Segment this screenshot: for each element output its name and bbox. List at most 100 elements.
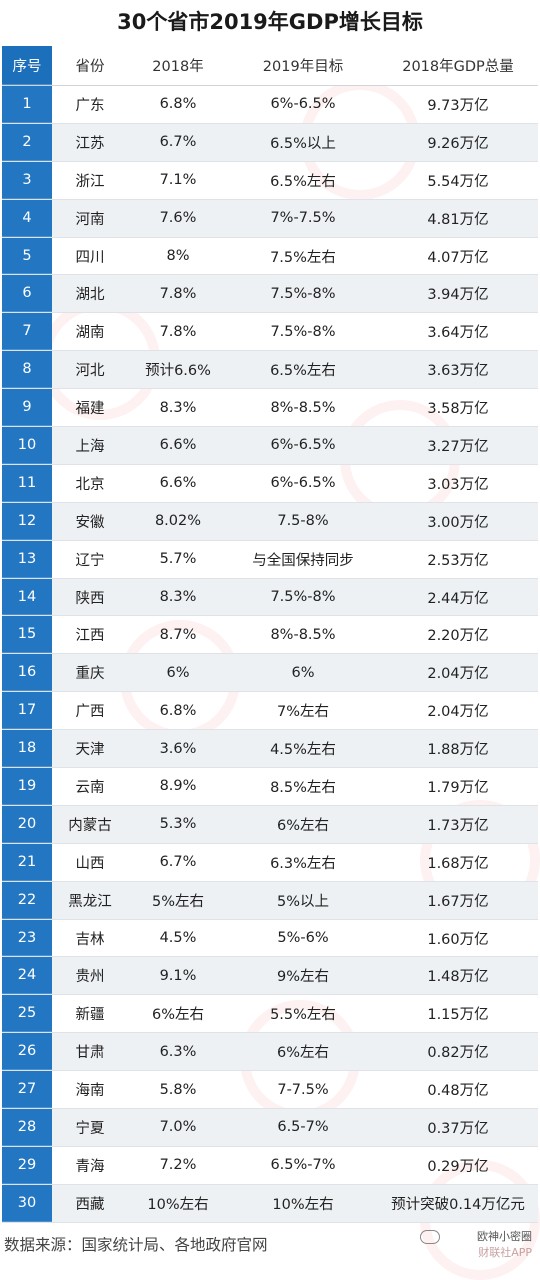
gdp-total-2018: 1.79万亿 — [427, 779, 489, 796]
province: 浙江 — [75, 173, 105, 190]
brand-badge: 欧神小密圈 财联社APP — [420, 1227, 532, 1261]
gdp-total-2018: 3.00万亿 — [427, 514, 489, 531]
province: 广西 — [75, 704, 105, 721]
province: 重庆 — [75, 666, 105, 683]
row-index: 14 — [2, 578, 52, 616]
gdp-total-2018: 1.60万亿 — [427, 931, 489, 948]
growth-2018: 7.2% — [159, 1157, 197, 1174]
growth-2018: 7.1% — [159, 172, 197, 189]
row-index: 29 — [2, 1146, 52, 1184]
province: 河北 — [75, 363, 105, 380]
gdp-total-2018: 3.27万亿 — [427, 438, 489, 455]
row-index: 23 — [2, 919, 52, 957]
province: 黑龙江 — [68, 893, 112, 910]
table-row: 3 浙江 7.1% 6.5%左右 5.54万亿 — [2, 161, 538, 200]
gdp-total-2018: 2.04万亿 — [427, 704, 489, 721]
growth-2018: 8% — [166, 248, 190, 264]
table-row: 24 贵州 9.1% 9%左右 1.48万亿 — [2, 957, 538, 996]
gdp-total-2018: 2.20万亿 — [427, 628, 489, 645]
gdp-total-2018: 1.88万亿 — [427, 742, 489, 759]
growth-2018: 6.8% — [159, 702, 197, 719]
target-2019: 8%-8.5% — [270, 399, 336, 416]
table-row: 10 上海 6.6% 6%-6.5% 3.27万亿 — [2, 427, 538, 465]
header-province: 省份 — [75, 59, 105, 75]
table-row: 29 青海 7.2% 6.5%-7% 0.29万亿 — [2, 1146, 538, 1185]
province: 西藏 — [75, 1196, 105, 1213]
target-2019: 6.5%左右 — [270, 363, 336, 380]
gdp-total-2018: 3.94万亿 — [427, 287, 489, 304]
province: 江西 — [75, 628, 105, 645]
target-2019: 6.5%左右 — [270, 173, 336, 190]
gdp-total-2018: 3.64万亿 — [427, 325, 489, 342]
gdp-total-2018: 1.67万亿 — [427, 893, 489, 910]
table-row: 2 江苏 6.7% 6.5%以上 9.26万亿 — [2, 123, 538, 162]
gdp-total-2018: 3.03万亿 — [427, 476, 489, 493]
province: 甘肃 — [75, 1045, 105, 1062]
row-index: 3 — [2, 161, 52, 199]
gdp-total-2018: 0.29万亿 — [427, 1158, 489, 1175]
table-header-row: 序号 省份 2018年 2019年目标 2018年GDP总量 — [2, 46, 538, 86]
gdp-total-2018: 9.73万亿 — [427, 97, 489, 114]
row-index: 12 — [2, 502, 52, 540]
province: 天津 — [75, 742, 105, 759]
growth-2018: 6.7% — [159, 134, 197, 151]
table-row: 4 河南 7.6% 7%-7.5% 4.81万亿 — [2, 199, 538, 238]
target-2019: 6%左右 — [276, 817, 329, 834]
gdp-total-2018: 0.37万亿 — [427, 1120, 489, 1137]
growth-2018: 8.9% — [159, 778, 197, 795]
target-2019: 6% — [291, 664, 315, 681]
target-2019: 6.5%-7% — [270, 1157, 336, 1174]
header-2019-target: 2019年目标 — [262, 59, 344, 75]
growth-2018: 8.7% — [159, 626, 197, 643]
growth-2018: 预计6.6% — [145, 363, 211, 380]
table-row: 28 宁夏 7.0% 6.5-7% 0.37万亿 — [2, 1109, 538, 1147]
target-2019: 6.5-7% — [277, 1119, 329, 1136]
target-2019: 8%-8.5% — [270, 626, 336, 643]
growth-2018: 5.7% — [159, 551, 197, 568]
table-row: 5 四川 8% 7.5%左右 4.07万亿 — [2, 237, 538, 276]
row-index: 9 — [2, 389, 52, 427]
table-row: 9 福建 8.3% 8%-8.5% 3.58万亿 — [2, 389, 538, 428]
province: 陕西 — [75, 590, 105, 607]
growth-2018: 10%左右 — [147, 1196, 209, 1213]
target-2019: 7.5%-8% — [270, 285, 336, 302]
growth-2018: 6%左右 — [151, 1007, 204, 1024]
gdp-total-2018: 预计突破0.14万亿元 — [391, 1196, 525, 1213]
target-2019: 6.3%左右 — [270, 855, 336, 872]
row-index: 4 — [2, 199, 52, 237]
row-index: 30 — [2, 1184, 52, 1222]
brand-app-name: 财联社APP — [478, 1246, 532, 1259]
target-2019: 6%-6.5% — [270, 475, 336, 492]
province: 新疆 — [75, 1007, 105, 1024]
row-index: 2 — [2, 123, 52, 161]
table-row: 23 吉林 4.5% 5%-6% 1.60万亿 — [2, 919, 538, 958]
gdp-total-2018: 3.63万亿 — [427, 363, 489, 380]
province: 四川 — [75, 249, 105, 266]
gdp-total-2018: 0.48万亿 — [427, 1083, 489, 1100]
row-index: 21 — [2, 843, 52, 881]
table-row: 18 天津 3.6% 4.5%左右 1.88万亿 — [2, 730, 538, 769]
province: 安徽 — [75, 514, 105, 531]
table-row: 27 海南 5.8% 7-7.5% 0.48万亿 — [2, 1071, 538, 1110]
gdp-total-2018: 2.44万亿 — [427, 590, 489, 607]
growth-2018: 7.8% — [159, 285, 197, 302]
gdp-total-2018: 1.48万亿 — [427, 969, 489, 986]
gdp-total-2018: 1.68万亿 — [427, 855, 489, 872]
growth-2018: 8.3% — [159, 589, 197, 606]
province: 海南 — [75, 1083, 105, 1100]
table-row: 22 黑龙江 5%左右 5%以上 1.67万亿 — [2, 881, 538, 920]
row-index: 7 — [2, 313, 52, 351]
province: 上海 — [75, 438, 105, 455]
row-index: 11 — [2, 464, 52, 502]
province: 江苏 — [75, 135, 105, 152]
province: 青海 — [75, 1158, 105, 1175]
target-2019: 5.5%左右 — [270, 1007, 336, 1024]
gdp-total-2018: 4.81万亿 — [427, 211, 489, 228]
gdp-total-2018: 5.54万亿 — [427, 173, 489, 190]
table-row: 26 甘肃 6.3% 6%左右 0.82万亿 — [2, 1033, 538, 1072]
target-2019: 7.5%-8% — [270, 589, 336, 606]
gdp-total-2018: 1.15万亿 — [427, 1007, 489, 1024]
row-index: 27 — [2, 1071, 52, 1109]
header-index: 序号 — [2, 46, 52, 85]
table-row: 25 新疆 6%左右 5.5%左右 1.15万亿 — [2, 995, 538, 1034]
